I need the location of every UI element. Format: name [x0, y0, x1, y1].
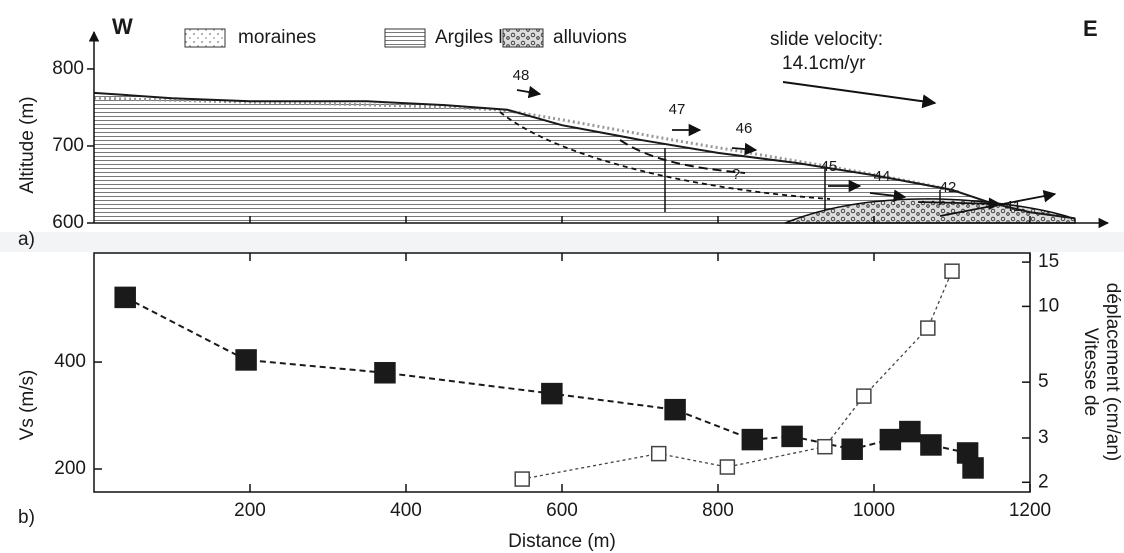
annotation: ? — [732, 166, 740, 183]
y-axis-label: Vs (m/s) — [17, 370, 38, 441]
movement-arrow — [869, 189, 907, 202]
y-tick-label: 400 — [54, 351, 86, 372]
y2-tick-label: 15 — [1038, 251, 1059, 272]
velocity-label: 14.1cm/yr — [782, 53, 866, 74]
x-tick-label: 400 — [390, 500, 422, 521]
movement-arrow — [731, 142, 758, 156]
marker — [841, 438, 863, 460]
y2-axis-label: déplacement (cm/an) — [1102, 283, 1123, 461]
x-tick-label: 800 — [702, 500, 734, 521]
y-tick-label: 600 — [52, 212, 84, 233]
slip-surface — [619, 139, 746, 174]
marker — [817, 438, 833, 455]
movement-arrow — [516, 85, 542, 99]
x-tick-label: 1000 — [853, 500, 895, 521]
legend-swatch — [384, 28, 426, 48]
marker — [650, 445, 667, 462]
panel-label: a) — [18, 229, 35, 250]
marker — [920, 434, 942, 456]
legend-swatch — [502, 28, 544, 48]
clay-fill — [94, 92, 1076, 223]
x-tick-label: 200 — [234, 500, 266, 521]
legend-label: alluvions — [553, 27, 627, 48]
y-tick-label: 200 — [54, 458, 86, 479]
panel-gap — [0, 232, 1124, 252]
x-axis-label: Distance (m) — [508, 531, 616, 552]
annotation: 45 — [821, 158, 838, 175]
marker — [719, 459, 736, 475]
velocity-arrow — [782, 81, 937, 109]
x-tick-label: 600 — [546, 500, 578, 521]
marker — [114, 286, 136, 309]
marker — [944, 263, 960, 279]
x-tick-label: 1200 — [1009, 500, 1051, 521]
marker — [962, 457, 984, 479]
panel-label: b) — [18, 507, 35, 528]
moraine-layer — [93, 96, 961, 194]
annotation: 47 — [669, 101, 686, 118]
y2-tick-label: 5 — [1038, 371, 1049, 392]
y2-tick-label: 3 — [1038, 427, 1049, 448]
marker — [374, 362, 396, 384]
y2-tick-label: 2 — [1038, 471, 1049, 492]
y2-tick-label: 10 — [1038, 295, 1059, 316]
marker — [664, 398, 686, 421]
annotation: 44 — [874, 168, 891, 185]
movement-arrow — [917, 197, 1002, 211]
legend-swatch — [184, 28, 226, 48]
surface-line — [93, 91, 1076, 220]
y-axis-label: Altitude (m) — [17, 96, 38, 193]
y-tick-label: 800 — [52, 58, 84, 79]
marker — [879, 428, 902, 451]
west-label: W — [112, 14, 133, 39]
marker — [541, 382, 563, 405]
annotation: 48 — [513, 67, 530, 84]
marker — [235, 349, 257, 371]
y2-axis-label: Vitesse de — [1080, 328, 1101, 416]
plot-frame — [93, 252, 1031, 493]
marker — [920, 320, 936, 336]
y-tick-label: 700 — [52, 135, 84, 156]
legend-label: moraines — [238, 27, 316, 48]
marker — [899, 420, 921, 443]
marker — [741, 428, 764, 451]
marker — [514, 471, 530, 487]
annotation: 46 — [736, 120, 753, 137]
east-label: E — [1083, 16, 1098, 41]
marker — [856, 388, 872, 404]
marker — [781, 425, 803, 448]
movement-arrow — [939, 189, 1057, 217]
annotation: 42 — [940, 179, 957, 196]
velocity-title: slide velocity: — [770, 29, 883, 50]
